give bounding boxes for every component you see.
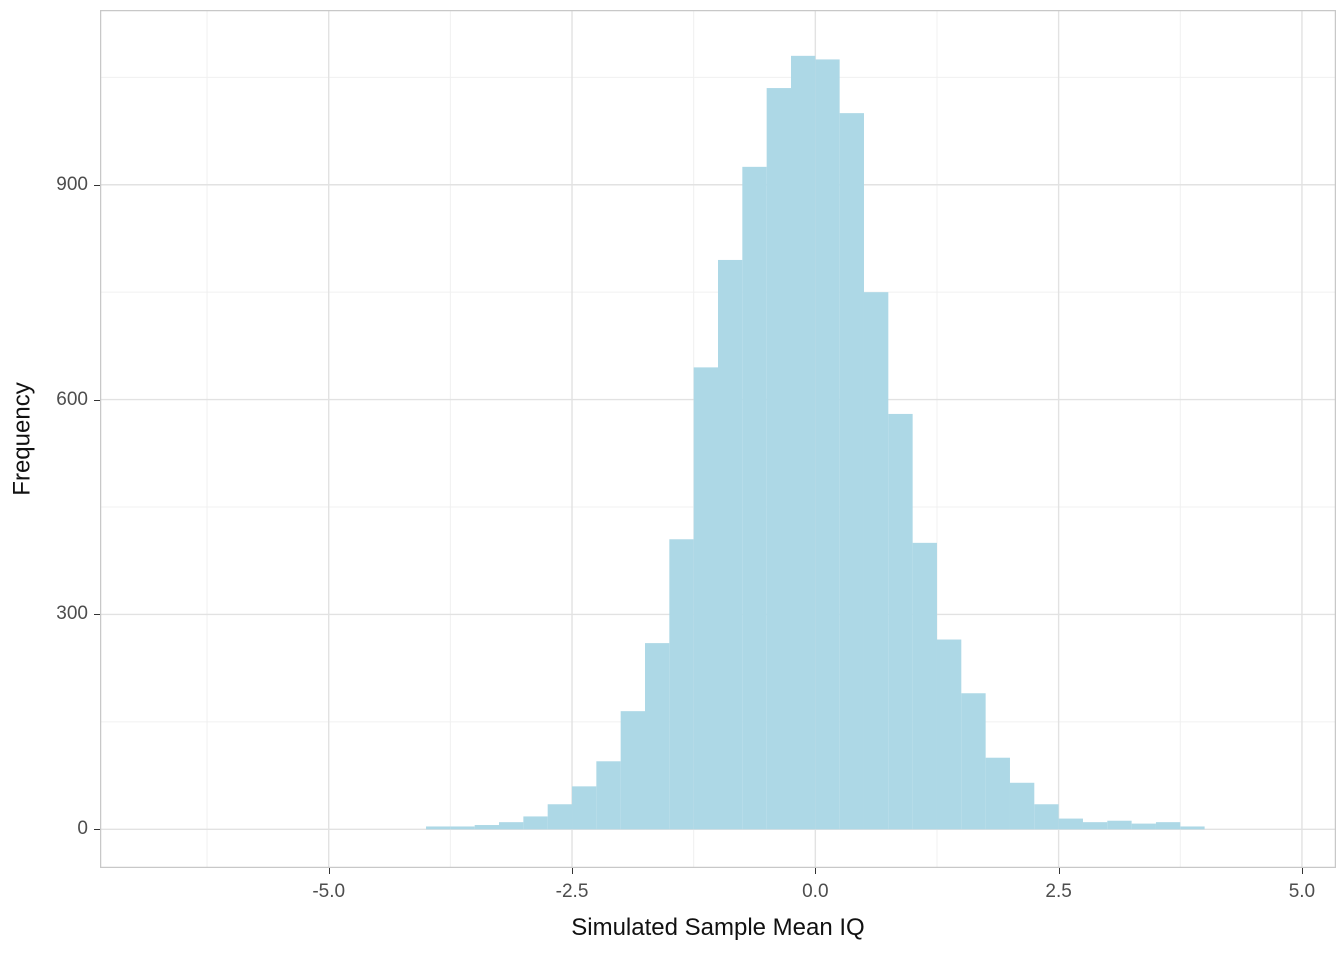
- histogram-bar: [1058, 818, 1083, 830]
- y-tick-label: 300: [56, 603, 88, 625]
- x-tick-label: -2.5: [555, 881, 589, 902]
- x-tick-label: -5.0: [312, 881, 346, 902]
- x-tick-mark: [328, 868, 330, 874]
- histogram-bar: [1180, 826, 1205, 830]
- x-tick-mark: [1058, 868, 1060, 874]
- y-tick-label: 600: [56, 388, 88, 410]
- histogram-bar: [426, 826, 451, 830]
- plot-panel: [99, 9, 1337, 869]
- histogram-bar: [1009, 782, 1035, 830]
- histogram-bar: [669, 539, 694, 830]
- histogram-bar: [1107, 820, 1132, 830]
- y-tick-label: 0: [77, 818, 88, 840]
- y-axis-title-wrap: Frequency: [0, 10, 46, 868]
- histogram-bar: [1155, 822, 1181, 830]
- histogram-bar: [961, 693, 986, 830]
- histogram-bar: [839, 113, 864, 830]
- x-tick-mark: [572, 868, 574, 874]
- histogram-bar: [645, 643, 670, 830]
- histogram-bar: [596, 761, 621, 830]
- histogram-bar: [1131, 823, 1156, 830]
- y-tick-mark: [94, 614, 100, 616]
- histogram-bar: [499, 822, 524, 830]
- x-tick-label: 5.0: [1288, 881, 1316, 902]
- histogram-bar: [718, 259, 743, 830]
- x-tick-label: 2.5: [1045, 881, 1072, 902]
- histogram-bar: [815, 59, 840, 830]
- y-tick-mark: [94, 184, 100, 186]
- histogram-bar: [450, 826, 475, 830]
- panel-border: [99, 9, 1337, 869]
- histogram-bar: [742, 166, 767, 830]
- histogram-bar: [985, 757, 1010, 830]
- histogram-bar: [863, 292, 889, 830]
- histogram-bar: [790, 55, 816, 830]
- x-tick-mark: [1301, 868, 1303, 874]
- histogram-bar: [936, 639, 962, 830]
- histogram-bar: [912, 542, 937, 830]
- y-tick-label: 900: [56, 173, 88, 195]
- histogram-bar: [523, 816, 548, 830]
- histogram-bar: [474, 825, 500, 830]
- histogram-bar: [572, 786, 597, 830]
- histogram-bar: [1082, 822, 1108, 830]
- y-tick-mark: [94, 399, 100, 401]
- y-tick-mark: [94, 829, 100, 831]
- histogram-bar: [620, 711, 646, 830]
- histogram-svg: [99, 9, 1337, 869]
- x-tick-mark: [815, 868, 817, 874]
- x-axis-title: Simulated Sample Mean IQ: [571, 914, 865, 941]
- histogram-bar: [547, 804, 573, 830]
- histogram-bar: [693, 367, 718, 830]
- histogram-bar: [766, 88, 791, 830]
- histogram-bar: [1034, 804, 1059, 830]
- histogram-bar: [888, 413, 913, 830]
- x-tick-label: 0.0: [802, 881, 829, 902]
